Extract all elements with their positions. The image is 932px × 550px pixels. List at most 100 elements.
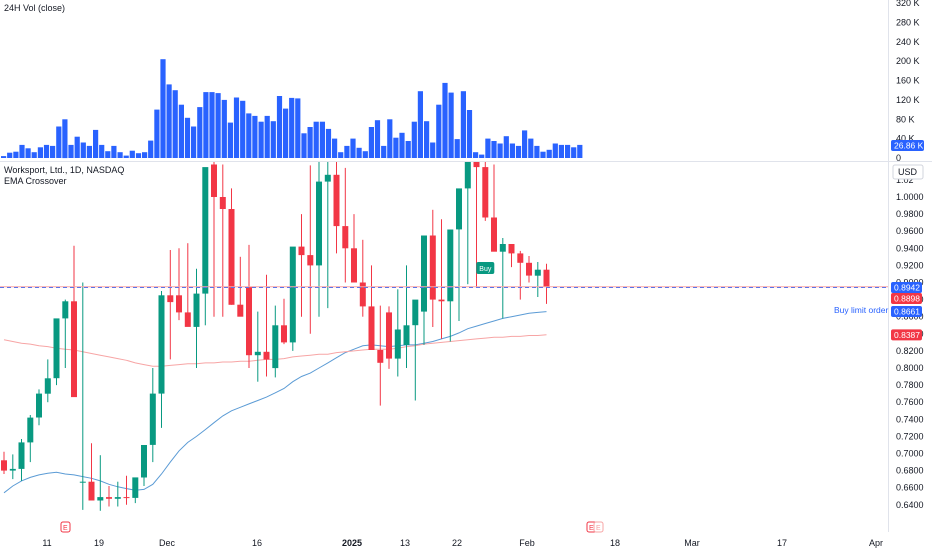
- volume-bar: [74, 136, 80, 158]
- candle-down: [351, 248, 357, 283]
- price-tag-label: 0.8942: [894, 283, 920, 293]
- volume-bar: [448, 92, 454, 158]
- volume-bar: [13, 151, 19, 158]
- volume-bar: [430, 142, 436, 158]
- candle-up: [149, 393, 156, 445]
- volume-bar: [154, 109, 160, 158]
- price-axis[interactable]: 0.6400 0.6600 0.6800 0.7000 0.7200 0.7400 0.76…: [896, 175, 924, 510]
- volume-bar: [325, 128, 332, 158]
- price-tag-label: 0.8661: [894, 307, 920, 317]
- volume-bar: [264, 115, 270, 158]
- volume-bar: [123, 155, 129, 158]
- volume-bar: [215, 93, 221, 158]
- candle-down: [211, 164, 217, 197]
- volume-bar: [135, 153, 142, 158]
- volume-bar: [528, 138, 534, 158]
- candle-up: [412, 299, 419, 326]
- candle-down: [298, 246, 305, 256]
- candle-down: [491, 217, 497, 252]
- volume-bar: [368, 127, 374, 158]
- ema-indicator-label[interactable]: EMA Crossover: [4, 176, 67, 186]
- price-axis-tick: 0.7600: [896, 397, 924, 407]
- candle-down: [71, 301, 77, 398]
- volume-bar: [319, 121, 325, 158]
- volume-last-value-tag: [891, 140, 924, 151]
- price-axis-tick: 0.9600: [896, 226, 924, 236]
- candle-down: [263, 351, 270, 360]
- volume-bar: [227, 122, 233, 158]
- time-axis-tick: Mar: [684, 538, 700, 548]
- candle-up: [456, 188, 462, 230]
- price-tag-label: 0.8898: [894, 294, 920, 304]
- volume-bar: [142, 152, 148, 158]
- symbol-label[interactable]: Worksport, Ltd., 1D, NASDAQ: [4, 165, 124, 175]
- candlesticks: [1, 162, 550, 511]
- volume-bar: [99, 144, 105, 158]
- volume-bar: [497, 143, 503, 158]
- volume-bar: [105, 151, 111, 158]
- volume-bar: [86, 145, 92, 158]
- volume-bar: [258, 121, 264, 158]
- price-axis-tick: 1.0000: [896, 192, 924, 202]
- candle-down: [281, 325, 287, 343]
- time-axis-tick: 19: [94, 538, 104, 548]
- volume-bar: [295, 98, 301, 158]
- volume-bar: [356, 147, 362, 158]
- price-pane: [0, 162, 888, 532]
- volume-axis-tick: 320 K: [896, 0, 920, 8]
- price-axis-tick: 0.6400: [896, 500, 924, 510]
- volume-bar: [246, 113, 252, 158]
- volume-bar: [50, 145, 56, 158]
- candle-down: [386, 312, 392, 359]
- volume-bar: [405, 141, 411, 158]
- volume-axis: 0 40 K 80 K 120 K 160 K 200 K 240 K 280 K 320 K: [896, 0, 920, 163]
- time-axis[interactable]: 11 19 Dec 16 2025 13 22 Feb 18 Mar 17 Apr: [42, 538, 883, 548]
- time-axis-tick: Feb: [519, 538, 535, 548]
- volume-bar: [460, 91, 466, 158]
- candle-down: [246, 286, 252, 356]
- volume-indicator-label[interactable]: 24H Vol (close): [4, 3, 65, 13]
- volume-bar: [534, 145, 540, 158]
- volume-bar: [203, 92, 209, 158]
- volume-bar: [466, 110, 473, 158]
- candle-down: [517, 253, 524, 263]
- volume-bar: [184, 117, 191, 158]
- candle-down: [377, 350, 384, 363]
- time-axis-tick: 22: [452, 538, 462, 548]
- buy-limit-order-label[interactable]: Buy limit order: [834, 305, 888, 315]
- volume-bar: [571, 147, 577, 158]
- volume-bar: [289, 97, 295, 158]
- volume-bar: [424, 121, 430, 158]
- volume-axis-tick: 200 K: [896, 56, 920, 66]
- volume-bar: [37, 147, 43, 158]
- time-axis-tick: 13: [400, 538, 410, 548]
- candle-up: [403, 325, 410, 345]
- volume-bar: [117, 152, 123, 158]
- price-tag: [891, 306, 922, 317]
- currency-button[interactable]: [892, 164, 924, 180]
- price-axis-tick: 0.7800: [896, 380, 924, 390]
- volume-bar: [338, 152, 344, 158]
- candle-up: [324, 174, 331, 182]
- volume-bar: [307, 127, 313, 158]
- price-tag: [891, 293, 922, 304]
- time-axis-tick: 18: [610, 538, 620, 548]
- candle-up: [114, 497, 121, 499]
- candle-down: [526, 262, 532, 276]
- candle-down: [237, 304, 244, 317]
- volume-bar: [129, 150, 135, 158]
- candle-down: [368, 306, 375, 350]
- currency-label: USD: [898, 167, 918, 177]
- buy-marker[interactable]: [476, 262, 495, 274]
- volume-bar: [332, 138, 338, 158]
- earnings-marker[interactable]: [593, 521, 604, 533]
- candle-up: [158, 295, 165, 394]
- buy-limit-order-line[interactable]: [0, 286, 888, 288]
- earnings-marker-label: E: [596, 525, 601, 532]
- candle-down: [543, 269, 550, 287]
- volume-axis-tick: 160 K: [896, 76, 920, 86]
- earnings-marker[interactable]: [60, 521, 71, 533]
